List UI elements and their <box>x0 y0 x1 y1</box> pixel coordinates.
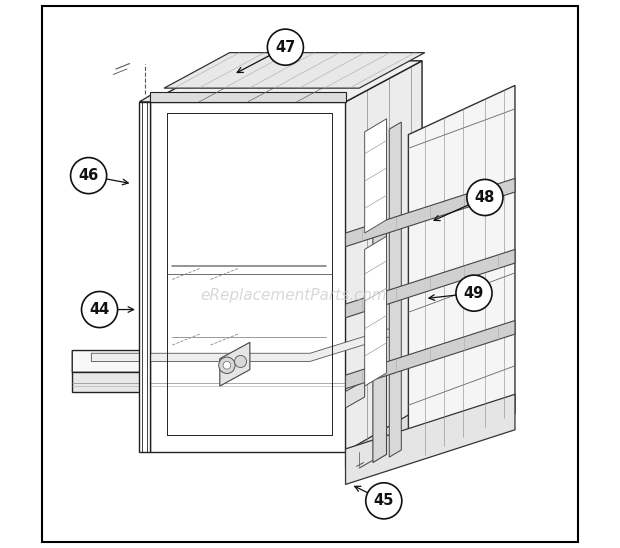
Polygon shape <box>91 327 395 362</box>
Polygon shape <box>389 122 401 457</box>
Polygon shape <box>151 92 345 102</box>
Text: 45: 45 <box>374 493 394 509</box>
Polygon shape <box>345 61 422 452</box>
Polygon shape <box>151 61 422 102</box>
Polygon shape <box>373 127 386 463</box>
Polygon shape <box>345 178 515 247</box>
Polygon shape <box>409 85 515 463</box>
Text: 48: 48 <box>475 190 495 205</box>
Polygon shape <box>365 119 386 233</box>
Circle shape <box>234 356 247 368</box>
Text: eReplacementParts.com: eReplacementParts.com <box>200 288 387 304</box>
Polygon shape <box>72 373 345 391</box>
Polygon shape <box>345 332 422 391</box>
Polygon shape <box>365 236 386 386</box>
Polygon shape <box>345 394 515 484</box>
Polygon shape <box>140 102 151 452</box>
Text: 49: 49 <box>464 286 484 301</box>
Circle shape <box>267 29 303 65</box>
Polygon shape <box>345 249 515 318</box>
Circle shape <box>71 158 107 193</box>
Circle shape <box>219 357 235 374</box>
Text: 47: 47 <box>275 39 296 55</box>
Polygon shape <box>72 310 422 373</box>
Circle shape <box>81 292 118 328</box>
Polygon shape <box>220 342 250 386</box>
Polygon shape <box>164 53 425 88</box>
Circle shape <box>456 275 492 311</box>
Polygon shape <box>345 381 365 408</box>
Text: 46: 46 <box>79 168 99 183</box>
Circle shape <box>467 179 503 215</box>
Polygon shape <box>140 94 164 102</box>
Polygon shape <box>345 321 515 389</box>
Polygon shape <box>151 102 345 452</box>
Circle shape <box>223 362 231 369</box>
Circle shape <box>366 483 402 519</box>
Polygon shape <box>345 394 444 468</box>
Text: 44: 44 <box>89 302 110 317</box>
